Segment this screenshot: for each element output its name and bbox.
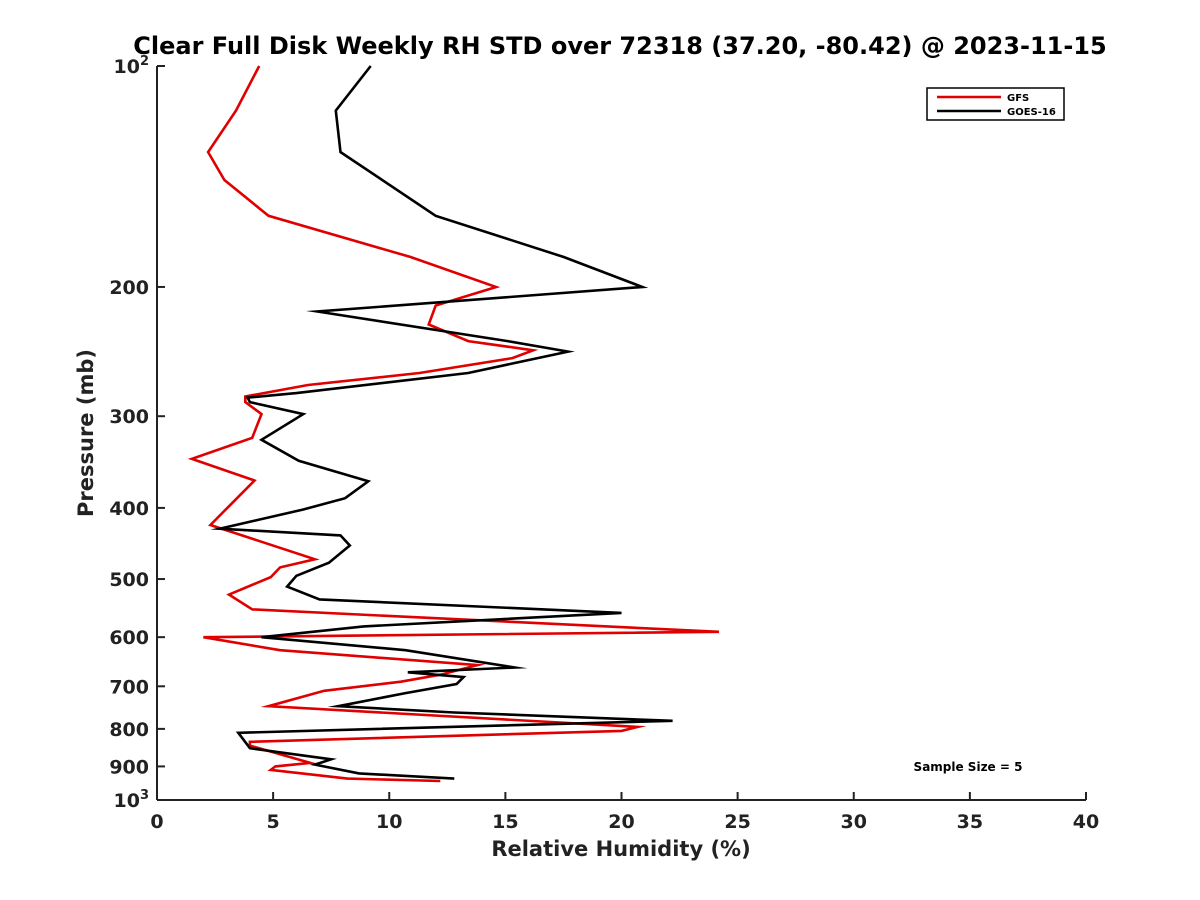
y-axis-ticks: 102 200 300 400 500 600 700 800 900 103 xyxy=(109,54,165,812)
y-tick-label: 800 xyxy=(109,719,149,741)
legend: GFS GOES-16 xyxy=(926,87,1065,121)
legend-box xyxy=(926,87,1065,121)
x-tick-label: 25 xyxy=(724,811,750,833)
legend-label-gfs: GFS xyxy=(1007,93,1029,104)
x-tick-label: 20 xyxy=(608,811,634,833)
x-axis-label: Relative Humidity (%) xyxy=(491,837,750,861)
x-tick-label: 35 xyxy=(957,811,983,833)
x-tick-label: 5 xyxy=(267,811,280,833)
x-axis-ticks: 0 5 10 15 20 25 30 35 40 xyxy=(150,792,1099,833)
y-tick-label: 700 xyxy=(109,676,149,698)
sample-size-annotation: Sample Size = 5 xyxy=(914,760,1023,774)
y-tick-label: 600 xyxy=(109,627,149,649)
x-tick-label: 30 xyxy=(841,811,867,833)
y-tick-label: 102 xyxy=(114,54,150,78)
legend-items: GFS GOES-16 xyxy=(937,93,1056,118)
chart-title: Clear Full Disk Weekly RH STD over 72318… xyxy=(133,32,1106,60)
series-line-gfs xyxy=(187,65,720,783)
series-line-goes-16 xyxy=(210,65,673,780)
y-tick-label: 200 xyxy=(109,277,149,299)
plot-area: 0 5 10 15 20 25 30 35 40 102 200 300 400 500 600 700 80… xyxy=(109,54,1099,833)
y-tick-label: 300 xyxy=(109,406,149,428)
x-tick-label: 10 xyxy=(376,811,402,833)
y-tick-label: 900 xyxy=(109,756,149,778)
y-tick-label: 103 xyxy=(114,788,150,812)
legend-label-goes-16: GOES-16 xyxy=(1007,107,1056,118)
series-layer xyxy=(187,65,720,783)
y-axis-label: Pressure (mb) xyxy=(74,349,98,517)
x-tick-label: 40 xyxy=(1073,811,1099,833)
x-tick-label: 15 xyxy=(492,811,518,833)
x-tick-label: 0 xyxy=(150,811,163,833)
y-tick-label: 500 xyxy=(109,569,149,591)
y-tick-label: 400 xyxy=(109,498,149,520)
